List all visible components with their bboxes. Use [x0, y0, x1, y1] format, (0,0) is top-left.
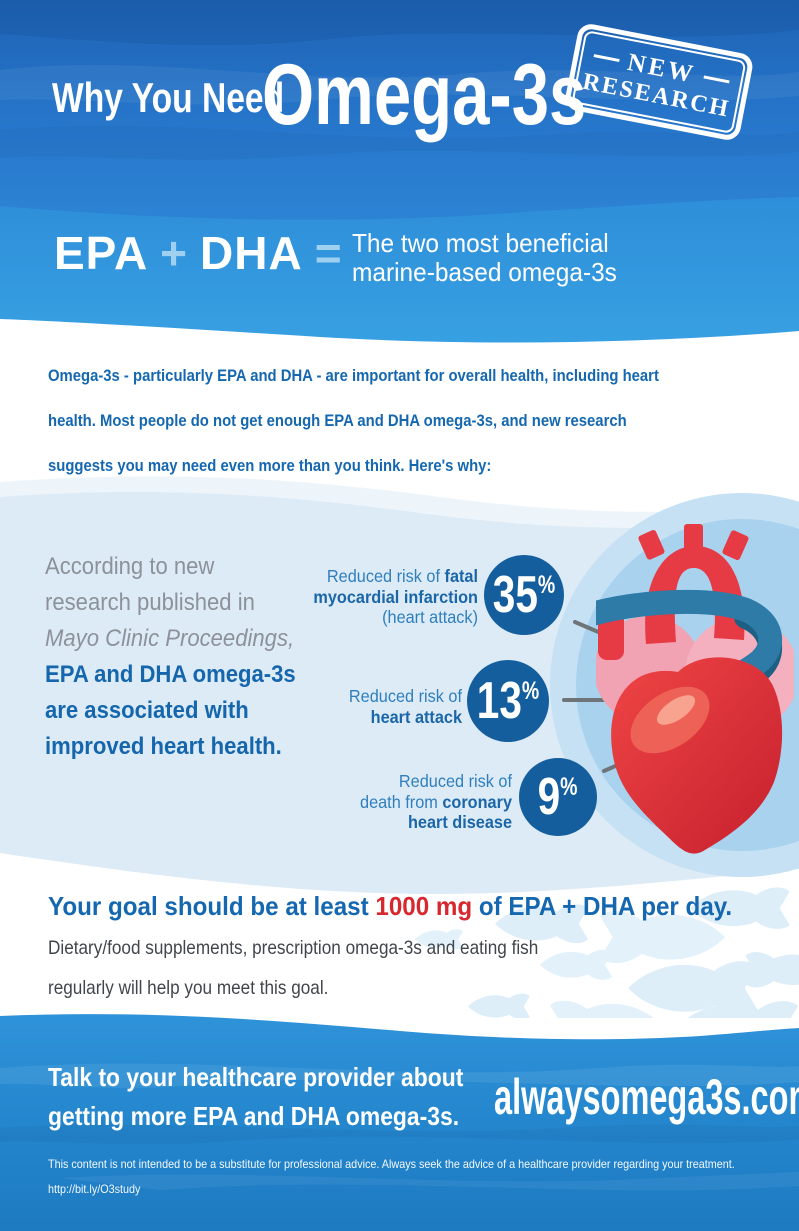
- stamp-line2: RESEARCH: [580, 68, 733, 123]
- stat1-bold2: myocardial infarction: [313, 586, 478, 607]
- footer-cta-line1: Talk to your healthcare provider about: [48, 1062, 464, 1092]
- footer-cta: Talk to your healthcare provider about g…: [48, 1058, 463, 1136]
- research-blue-line3: improved heart health.: [45, 733, 282, 760]
- stat2-value: 13: [476, 672, 522, 730]
- stat3-text2: death from: [360, 791, 443, 812]
- goal-headline: Your goal should be at least 1000 mg of …: [48, 891, 732, 922]
- journal-name: Mayo Clinic Proceedings,: [45, 625, 295, 652]
- stat-label-heart-attack: Reduced risk of heart attack: [295, 686, 462, 727]
- formula-description-line2: marine-based omega-3s: [352, 257, 617, 287]
- fish-icon: [540, 949, 612, 980]
- research-gray-line2: research published in: [45, 589, 255, 616]
- study-link: http://bit.ly/O3study: [48, 1182, 141, 1196]
- stat1-text2: (heart attack): [382, 607, 478, 627]
- stat1-bold: fatal: [444, 566, 478, 586]
- stat3-text: Reduced risk of: [398, 771, 512, 791]
- goal-head-text2: of EPA + DHA per day.: [472, 891, 733, 921]
- stat3-percent: %: [560, 773, 578, 801]
- page-title-prefix: Why You Need: [52, 74, 285, 121]
- stamp-line1: NEW: [591, 43, 732, 94]
- heart-icon: [596, 524, 794, 854]
- intro-line1: Omega-3s - particularly EPA and DHA - ar…: [48, 367, 659, 385]
- stat3-bold2: heart disease: [407, 812, 512, 832]
- stat-label-fatal-mi: Reduced risk of fatal myocardial infarct…: [273, 566, 478, 628]
- goal-sub-line2: regularly will help you meet this goal.: [48, 977, 329, 999]
- research-finding-text: According to new research published in M…: [45, 549, 296, 765]
- website-url: alwaysomega3s.com: [494, 1069, 799, 1125]
- goal-head-text: Your goal should be at least: [48, 891, 376, 921]
- stat-label-chd-death: Reduced risk of death from coronary hear…: [326, 771, 512, 833]
- goal-subtext: Dietary/food supplements, prescription o…: [48, 928, 538, 1008]
- intro-paragraph: Omega-3s - particularly EPA and DHA - ar…: [48, 354, 659, 489]
- goal-head-amount: 1000 mg: [375, 891, 473, 921]
- intro-line2: health. Most people do not get enough EP…: [48, 412, 627, 430]
- research-blue-line1: EPA and DHA omega-3s: [45, 661, 296, 688]
- disclaimer-text: This content is not intended to be a sub…: [48, 1157, 735, 1171]
- stat-circle-9: 9%: [519, 758, 597, 836]
- page-title: Omega-3s: [262, 47, 587, 143]
- epa-dha-formula: EPA + DHA =: [54, 226, 355, 280]
- stat2-text: Reduced risk of: [348, 686, 462, 706]
- formula-term2: DHA: [200, 227, 303, 279]
- stat-circle-13: 13%: [467, 660, 549, 742]
- goal-sub-line1: Dietary/food supplements, prescription o…: [48, 937, 539, 959]
- stat3-bold: coronary: [442, 791, 512, 812]
- stat1-percent: %: [537, 571, 556, 599]
- stat-circle-35: 35%: [484, 555, 564, 635]
- formula-description: The two most beneficial marine-based ome…: [352, 229, 617, 287]
- footer-water: [0, 1014, 799, 1231]
- research-blue-line2: are associated with: [45, 697, 249, 724]
- stat2-bold: heart attack: [370, 706, 462, 727]
- formula-term1: EPA: [54, 227, 149, 279]
- intro-line3: suggests you may need even more than you…: [48, 457, 492, 475]
- stat1-text: Reduced risk of: [326, 566, 445, 586]
- stat1-value: 35: [492, 566, 538, 624]
- footer-cta-line2: getting more EPA and DHA omega-3s.: [48, 1101, 460, 1131]
- plus-sign: +: [160, 227, 189, 279]
- research-gray-line1: According to new: [45, 553, 215, 580]
- stat2-percent: %: [521, 677, 540, 705]
- equals-sign: =: [314, 227, 343, 279]
- stat3-value: 9: [538, 768, 561, 826]
- formula-description-line1: The two most beneficial: [352, 228, 609, 258]
